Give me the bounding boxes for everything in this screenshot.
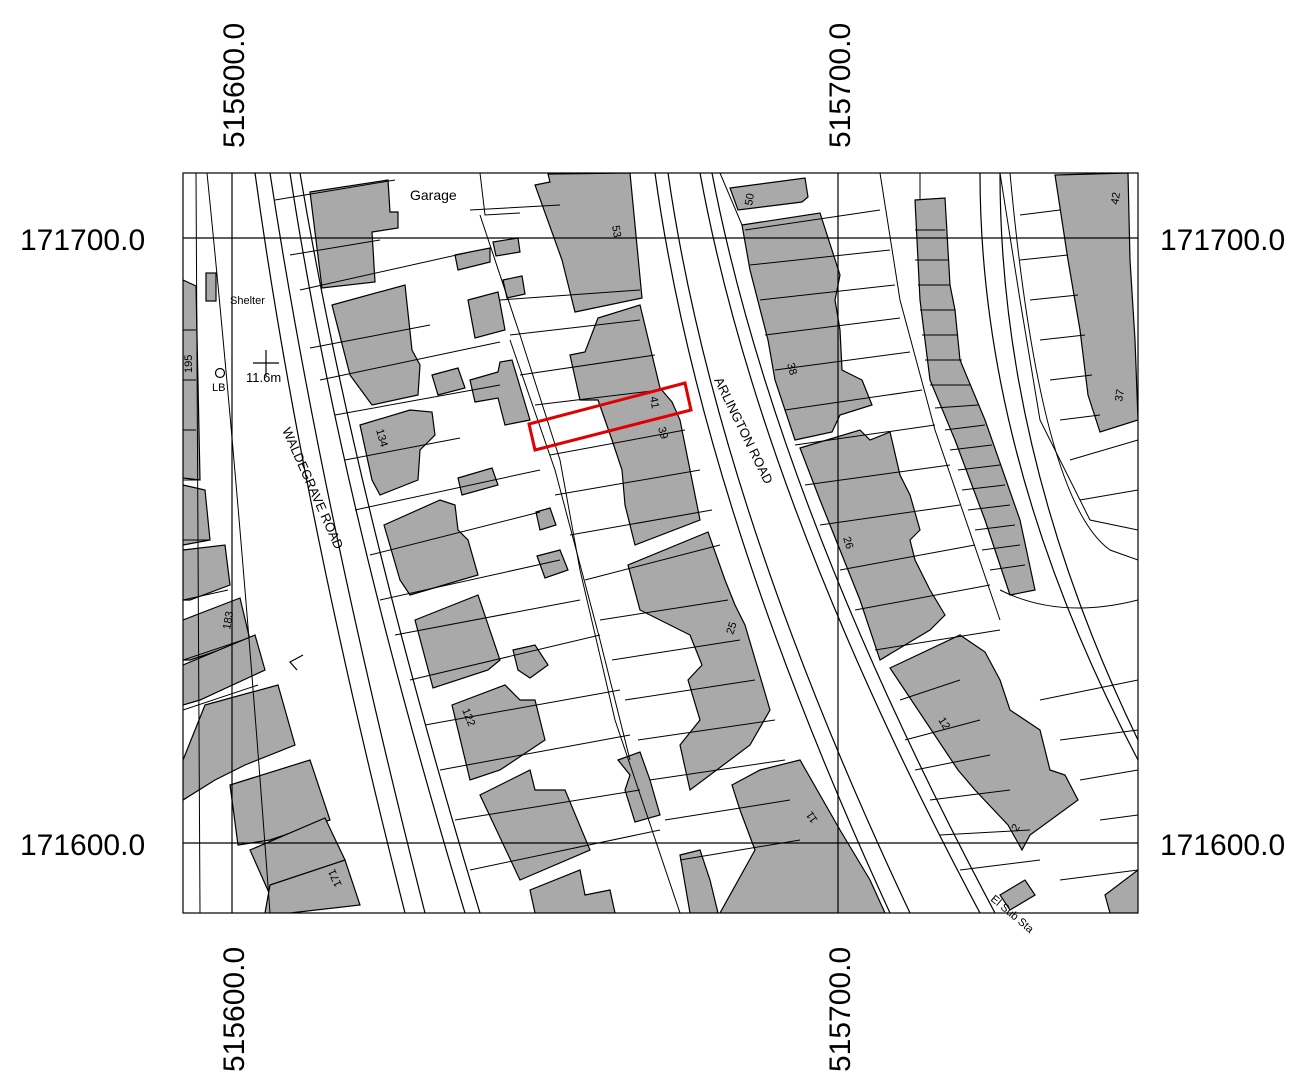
northing-label-left-bottom: 171600.0 bbox=[20, 829, 145, 862]
northing-label-right-bottom: 171600.0 bbox=[1160, 829, 1285, 862]
easting-label-bottom-right: 515700.0 bbox=[824, 947, 857, 1072]
roads bbox=[254, 173, 1138, 913]
house-number: 195 bbox=[183, 355, 195, 373]
northing-label-right-top: 171700.0 bbox=[1160, 224, 1285, 257]
house-number: 134 bbox=[373, 428, 390, 449]
map-content: Garage Shelter 11.6m LB WALDEGRAVE ROAD … bbox=[183, 173, 1138, 913]
bench-mark-icon bbox=[289, 654, 304, 671]
house-number: 39 bbox=[655, 426, 670, 441]
lb-label: LB bbox=[212, 382, 225, 394]
house-number: 2 bbox=[1009, 822, 1022, 834]
house-number: 38 bbox=[784, 362, 799, 377]
letter-box-icon bbox=[214, 367, 226, 379]
grid-lines bbox=[183, 173, 1138, 913]
house-number: 53 bbox=[609, 224, 623, 238]
map-symbols bbox=[214, 350, 304, 671]
house-number: 37 bbox=[1113, 388, 1127, 402]
spot-height-cross-icon bbox=[253, 350, 279, 376]
house-number: 50 bbox=[743, 192, 757, 206]
plot-boundaries bbox=[183, 173, 1138, 913]
easting-label-top-left: 515600.0 bbox=[218, 23, 251, 148]
spot-height-label: 11.6m bbox=[246, 370, 281, 385]
northing-label-left-top: 171700.0 bbox=[20, 224, 145, 257]
shelter-label: Shelter bbox=[230, 295, 265, 307]
site-boundary bbox=[527, 381, 693, 452]
grid-coordinate-labels: 515600.0 515700.0 515600.0 515700.0 1717… bbox=[20, 23, 1285, 1072]
easting-label-bottom-left: 515600.0 bbox=[218, 947, 251, 1072]
garage-label: Garage bbox=[410, 187, 457, 203]
easting-label-top-right: 515700.0 bbox=[824, 23, 857, 148]
house-number: 41 bbox=[647, 395, 661, 409]
house-number: 12 bbox=[935, 715, 952, 732]
house-number: 26 bbox=[840, 535, 855, 550]
house-number: 11 bbox=[804, 809, 820, 825]
house-numbers: 50 42 53 38 37 195 41 39 134 26 183 25 1… bbox=[183, 191, 1127, 888]
house-number: 183 bbox=[221, 610, 236, 630]
house-number: 25 bbox=[724, 621, 739, 636]
house-number: 42 bbox=[1109, 191, 1123, 205]
